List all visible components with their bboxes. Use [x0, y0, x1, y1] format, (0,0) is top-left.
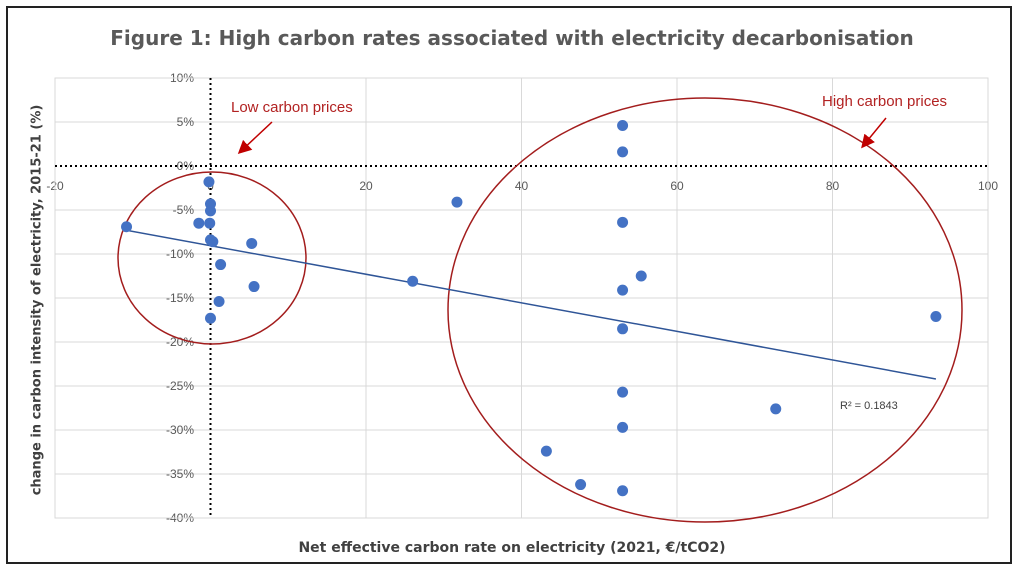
- chart-title: Figure 1: High carbon rates associated w…: [110, 26, 914, 50]
- data-point: [575, 479, 587, 491]
- r-squared-label: R² = 0.1843: [840, 400, 898, 412]
- plot-area-border: [54, 77, 989, 519]
- data-point: [193, 217, 205, 229]
- data-point: [930, 310, 942, 322]
- data-point: [617, 485, 629, 497]
- y-tick-label: 5%: [177, 115, 195, 129]
- data-point: [215, 259, 227, 271]
- trendline: [126, 229, 937, 380]
- data-point: [246, 237, 258, 249]
- y-tick-label: -5%: [173, 203, 195, 217]
- y-tick-label: -30%: [166, 423, 194, 437]
- data-point: [248, 281, 260, 293]
- data-point: [635, 270, 647, 282]
- data-point: [617, 146, 629, 158]
- figure-frame: [6, 6, 1012, 564]
- low-carbon-ellipse: [117, 171, 307, 345]
- data-point: [205, 312, 216, 324]
- data-point: [540, 445, 552, 457]
- annotation-high-carbon: High carbon prices: [822, 93, 947, 110]
- y-tick-label: -25%: [166, 379, 194, 393]
- annotation-low-carbon: Low carbon prices: [231, 99, 353, 116]
- data-point: [451, 196, 463, 208]
- data-point: [617, 323, 629, 335]
- data-point: [617, 386, 629, 398]
- data-point: [617, 284, 629, 296]
- y-tick-label: -10%: [166, 247, 194, 261]
- data-point: [617, 421, 629, 433]
- data-point: [203, 176, 215, 188]
- data-point: [121, 221, 133, 233]
- data-point: [205, 205, 216, 217]
- x-tick-label: 20: [359, 179, 373, 193]
- x-tick-label: 40: [515, 179, 529, 193]
- y-tick-label: -35%: [166, 467, 194, 481]
- arrow-high-carbon: [861, 117, 887, 149]
- data-point: [213, 296, 225, 308]
- x-tick-label: 80: [826, 179, 840, 193]
- data-point: [617, 216, 629, 228]
- data-point: [407, 275, 419, 287]
- x-axis-label: Net effective carbon rate on electricity…: [298, 540, 726, 556]
- y-tick-label: -15%: [166, 291, 194, 305]
- data-point: [207, 236, 219, 248]
- arrow-low-carbon: [237, 121, 273, 155]
- y-tick-label: -20%: [166, 335, 194, 349]
- x-tick-label: 60: [670, 179, 684, 193]
- data-point: [204, 217, 216, 229]
- data-point: [617, 120, 629, 132]
- high-carbon-ellipse: [447, 97, 963, 523]
- data-point: [770, 403, 782, 415]
